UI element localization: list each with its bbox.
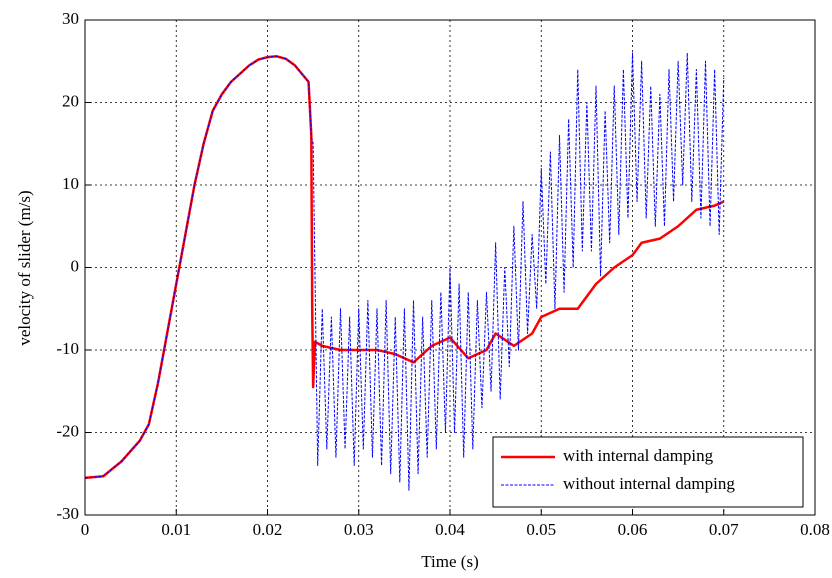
y-tick-label: -30: [56, 504, 79, 523]
series-line: [84, 52, 725, 491]
x-tick-label: 0.05: [526, 520, 556, 539]
y-tick-label: -10: [56, 339, 79, 358]
x-tick-label: 0.04: [435, 520, 465, 539]
legend: with internal damping without internal da…: [492, 436, 804, 508]
series-line: [84, 55, 725, 480]
x-tick-label: 0.01: [161, 520, 191, 539]
x-axis-label: Time (s): [421, 552, 478, 571]
legend-label: without internal damping: [563, 474, 735, 493]
y-tick-label: -20: [56, 421, 79, 440]
y-tick-label: 30: [62, 9, 79, 28]
legend-label: with internal damping: [563, 446, 714, 465]
x-tick-label: 0.06: [618, 520, 648, 539]
x-tick-label: 0: [81, 520, 90, 539]
y-axis-label: velocity of slider (m/s): [15, 190, 34, 345]
legend-box: [492, 436, 804, 508]
plot-frame: [84, 19, 816, 516]
y-tick-label: 0: [71, 256, 80, 275]
y-tick-label: 20: [62, 91, 79, 110]
x-tick-label: 0.02: [253, 520, 283, 539]
x-tick-label: 0.08: [800, 520, 830, 539]
x-tick-label: 0.07: [709, 520, 739, 539]
y-tick-label: 10: [62, 174, 79, 193]
x-tick-label: 0.03: [344, 520, 374, 539]
